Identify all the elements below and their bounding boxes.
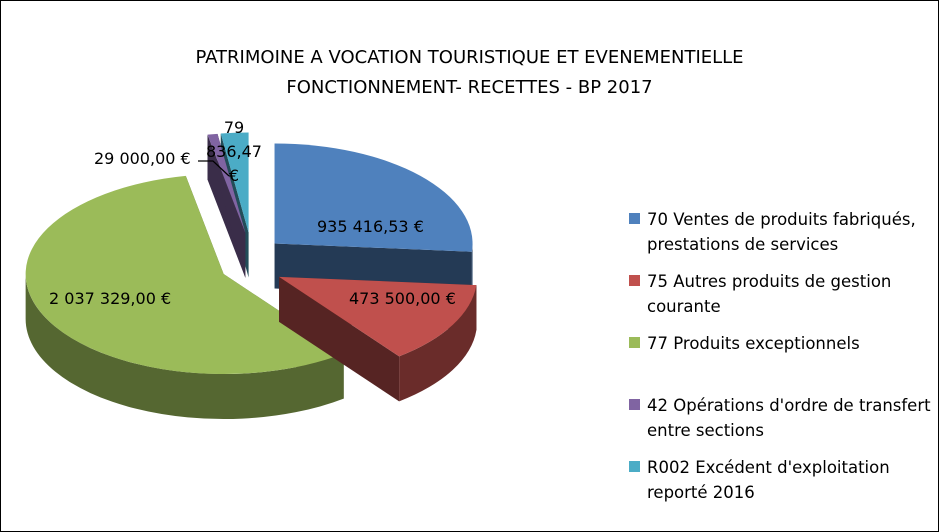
data-label: 29 000,00 € <box>94 149 191 168</box>
legend-label: R002 Excédent d'exploitation reporté 201… <box>647 458 890 502</box>
legend-key <box>629 461 640 472</box>
legend-item: 42 Opérations d'ordre de transfert entre… <box>629 393 938 443</box>
slice-top <box>207 133 246 233</box>
chart-title: FONCTIONNEMENT- RECETTES - BP 2017 <box>286 77 653 98</box>
legend-item: 70 Ventes de produits fabriqués, prestat… <box>629 207 938 257</box>
legend-key <box>629 213 640 224</box>
chart-title: PATRIMOINE A VOCATION TOURISTIQUE ET EVE… <box>195 47 744 68</box>
legend-item: R002 Excédent d'exploitation reporté 201… <box>629 455 938 505</box>
data-label: 935 416,53 € <box>317 217 424 236</box>
slice-top <box>220 132 249 233</box>
data-label: 2 037 329,00 € <box>49 289 172 308</box>
legend-key <box>629 275 640 286</box>
leader-line <box>198 160 230 177</box>
slice-wall <box>471 243 473 297</box>
slice <box>25 175 344 420</box>
legend-key <box>629 337 640 348</box>
slice <box>207 133 246 278</box>
legend-label: 70 Ventes de produits fabriqués, prestat… <box>647 210 916 254</box>
slice-side <box>279 276 400 402</box>
legend-item: 75 Autres produits de gestion courante <box>629 269 938 319</box>
slice-top <box>25 175 344 375</box>
slice-wall <box>25 274 344 420</box>
slice-wall <box>399 285 477 402</box>
slice-top <box>279 276 477 357</box>
legend-label: 77 Produits exceptionnels <box>647 334 860 353</box>
data-label: 79 836,47 € <box>206 118 262 185</box>
legend-item: 77 Produits exceptionnels <box>629 331 938 356</box>
legend-key <box>629 399 640 410</box>
slice <box>279 276 477 402</box>
legend-label: 75 Autres produits de gestion courante <box>647 272 892 316</box>
legend-label: 42 Opérations d'ordre de transfert entre… <box>647 396 931 440</box>
data-label: 473 500,00 € <box>349 289 456 308</box>
slice-top <box>274 143 473 252</box>
